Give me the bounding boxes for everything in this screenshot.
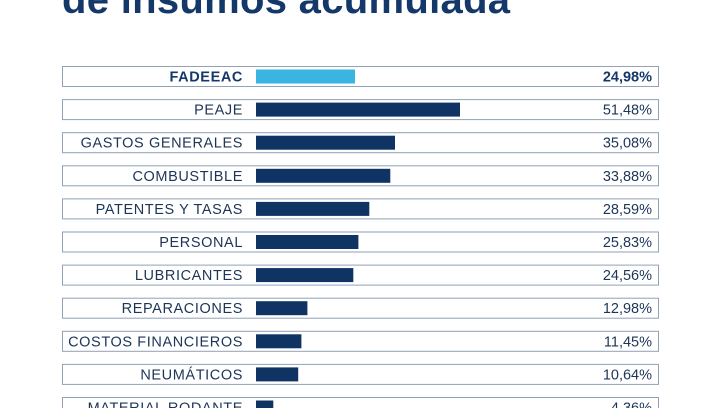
value-label: 10,64% (603, 367, 652, 383)
category-label: REPARACIONES (122, 301, 243, 317)
bar-row-combustible: COMBUSTIBLE 33,88% (62, 165, 659, 187)
bar-neumaticos (256, 367, 299, 382)
value-label: 28,59% (603, 202, 652, 218)
bar-row-material-rodante: MATERIAL RODANTE 4,36% (62, 397, 659, 408)
value-label: 33,88% (603, 169, 652, 185)
bar-row-peaje: PEAJE 51,48% (62, 99, 659, 121)
value-label: 25,83% (603, 235, 652, 251)
row-frame (62, 264, 659, 286)
bar-combustible (256, 168, 391, 183)
bar-row-lubricantes: LUBRICANTES 24,56% (62, 264, 659, 286)
row-frame (62, 330, 659, 352)
row-frame (62, 297, 659, 319)
bar-row-gastos-generales: GASTOS GENERALES 35,08% (62, 132, 659, 154)
category-label: PATENTES Y TASAS (96, 202, 243, 218)
bar-fadeeac (256, 69, 355, 84)
bar-costos-financieros (256, 334, 302, 349)
category-label: COSTOS FINANCIEROS (68, 334, 243, 350)
bar-row-patentes-y-tasas: PATENTES Y TASAS 28,59% (62, 198, 659, 220)
row-frame (62, 66, 659, 87)
category-label: COMBUSTIBLE (132, 169, 243, 185)
bar-row-reparaciones: REPARACIONES 12,98% (62, 297, 659, 319)
value-label: 24,98% (603, 70, 652, 86)
bar-peaje (256, 102, 460, 117)
value-label: 24,56% (603, 268, 652, 284)
value-label: 51,48% (603, 103, 652, 119)
bar-lubricantes (256, 268, 354, 283)
category-label: NEUMÁTICOS (140, 366, 243, 383)
row-frame (62, 363, 659, 385)
chart-title: de insumos acumulada (62, 0, 511, 22)
value-label: 4,36% (611, 401, 652, 408)
value-label: 35,08% (603, 136, 652, 152)
bar-material-rodante (256, 400, 274, 408)
category-label: GASTOS GENERALES (81, 136, 243, 152)
bar-reparaciones (256, 301, 308, 316)
category-label: PEAJE (194, 103, 243, 119)
bar-patentes-y-tasas (256, 201, 370, 216)
value-label: 12,98% (603, 301, 652, 317)
bar-gastos-generales (256, 135, 395, 150)
bar-row-neumaticos: NEUMÁTICOS 10,64% (62, 363, 659, 385)
value-label: 11,45% (604, 334, 652, 350)
category-label: FADEEAC (170, 70, 244, 86)
bar-row-personal: PERSONAL 25,83% (62, 231, 659, 253)
category-label: MATERIAL RODANTE (88, 401, 243, 408)
category-label: PERSONAL (159, 235, 243, 251)
bar-row-fadeeac: FADEEAC 24,98% (62, 66, 659, 87)
bar-row-costos-financieros: COSTOS FINANCIEROS 11,45% (62, 330, 659, 352)
row-frame (62, 231, 659, 253)
bar-personal (256, 235, 359, 249)
category-label: LUBRICANTES (135, 268, 243, 284)
